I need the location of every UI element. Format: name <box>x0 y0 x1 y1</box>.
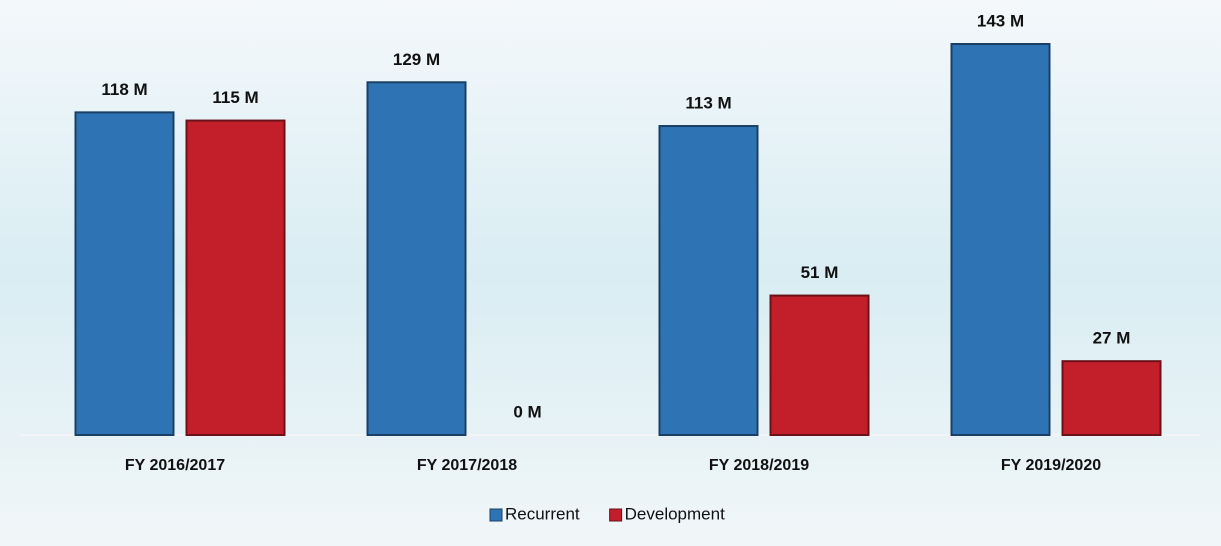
legend-swatch <box>489 508 503 522</box>
bar <box>658 125 759 436</box>
x-tick-label: FY 2018/2019 <box>709 457 809 474</box>
data-label: 0 M <box>513 402 541 421</box>
bar <box>74 111 175 437</box>
data-label: 118 M <box>101 80 147 99</box>
data-label: 143 M <box>977 11 1024 30</box>
data-label: 129 M <box>393 50 440 69</box>
bar <box>1061 360 1162 437</box>
legend-label: Development <box>625 504 725 523</box>
bar <box>366 81 467 436</box>
data-label: 27 M <box>1093 329 1131 348</box>
bar <box>950 43 1051 436</box>
x-tick-label: FY 2016/2017 <box>125 457 225 474</box>
x-tick-label: FY 2017/2018 <box>417 457 517 474</box>
data-label: 51 M <box>801 263 839 282</box>
x-tick-label: FY 2019/2020 <box>1001 457 1101 474</box>
legend-swatch <box>609 508 623 522</box>
bar <box>185 119 286 436</box>
data-label: 113 M <box>685 94 731 113</box>
legend-label: Recurrent <box>505 504 580 523</box>
bar <box>769 294 870 437</box>
data-label: 115 M <box>212 88 258 107</box>
